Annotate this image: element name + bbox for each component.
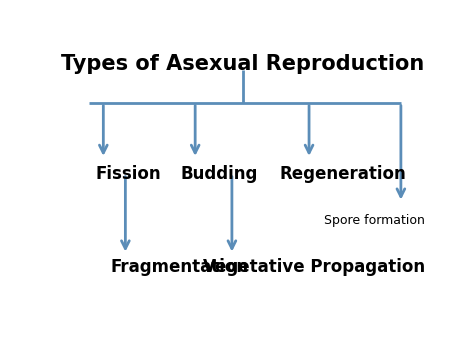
Text: Vegetative Propagation: Vegetative Propagation — [202, 258, 425, 276]
Text: Types of Asexual Reproduction: Types of Asexual Reproduction — [61, 54, 425, 73]
Text: Regeneration: Regeneration — [280, 165, 406, 183]
Text: Spore formation: Spore formation — [324, 214, 425, 227]
Text: Fission: Fission — [96, 165, 162, 183]
Text: Fragmentation: Fragmentation — [110, 258, 249, 276]
Text: Budding: Budding — [181, 165, 258, 183]
